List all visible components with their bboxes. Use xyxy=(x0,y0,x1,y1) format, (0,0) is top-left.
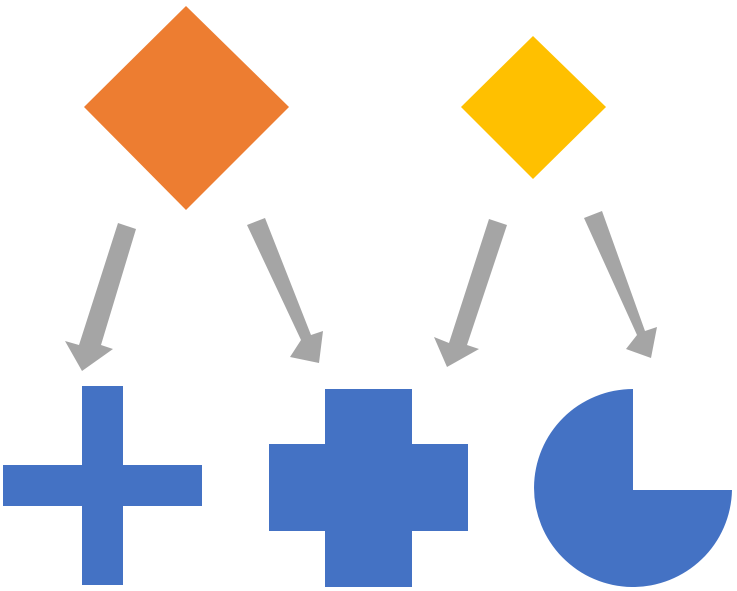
arrow-orange-to-thin-cross xyxy=(65,223,136,371)
orange-diamond-shape xyxy=(84,6,289,210)
thick-cross-shape xyxy=(269,389,468,587)
arrow-yellow-to-pie-shape xyxy=(584,211,657,358)
thin-cross-shape xyxy=(3,386,202,585)
arrow-yellow-to-thick-cross xyxy=(434,219,507,367)
arrow-group xyxy=(65,211,657,371)
arrow-orange-to-thick-cross xyxy=(247,218,323,363)
yellow-diamond-shape xyxy=(461,36,606,179)
three-quarter-pie-shape xyxy=(534,389,732,588)
